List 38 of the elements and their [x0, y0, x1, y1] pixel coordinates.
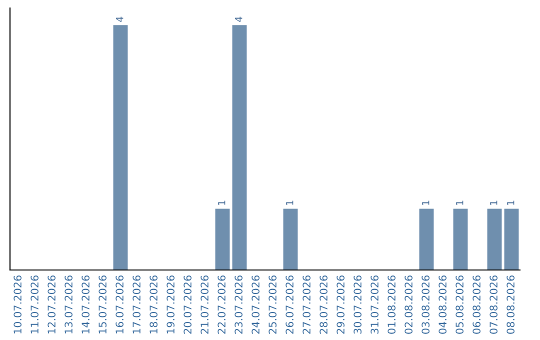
x-tick-label: 10.07.2026	[14, 276, 22, 334]
x-tick-label: 01.08.2026	[388, 276, 396, 334]
x-tick-label: 19.07.2026	[166, 276, 175, 334]
x-tick-label: 30.07.2026	[354, 276, 362, 334]
data-label: 1	[456, 200, 464, 205]
x-tick-label: 28.07.2026	[320, 276, 328, 334]
x-tick-label: 24.07.2026	[252, 276, 260, 334]
data-label: 4	[235, 16, 242, 22]
x-tick-label: 04.08.2026	[438, 276, 447, 334]
x-tick-label: 21.07.2026	[200, 276, 209, 334]
x-tick-label: 02.08.2026	[404, 276, 413, 334]
x-tick-label: 11.07.2026	[30, 276, 39, 334]
data-label: 1	[286, 200, 294, 205]
x-tick-label: 13.07.2026	[64, 276, 73, 334]
x-tick-label: 03.08.2026	[422, 276, 430, 334]
data-label: 4	[116, 16, 124, 22]
data-label: 1	[507, 200, 514, 205]
x-tick-label: 08.08.2026	[506, 276, 515, 334]
x-tick-label: 06.08.2026	[472, 276, 481, 334]
x-tick-label: 15.07.2026	[98, 276, 107, 334]
x-tick-label: 26.07.2026	[286, 276, 294, 334]
x-tick-label: 23.07.2026	[234, 276, 243, 334]
x-tick-label: 12.07.2026	[48, 276, 56, 334]
data-label: 1	[218, 200, 226, 205]
data-label: 1	[490, 200, 498, 205]
x-tick-label: 25.07.2026	[268, 276, 277, 334]
x-tick-label: 20.07.2026	[184, 276, 192, 334]
x-tick-label: 31.07.2026	[370, 276, 379, 334]
x-tick-label: 05.08.2026	[456, 276, 464, 334]
x-tick-label: 27.07.2026	[302, 276, 311, 334]
x-tick-label: 16.07.2026	[116, 276, 124, 334]
x-tick-label: 17.07.2026	[132, 276, 141, 334]
x-tick-label: 22.07.2026	[218, 276, 226, 334]
x-tick-label: 14.07.2026	[82, 276, 90, 334]
x-tick-label: 07.08.2026	[490, 276, 498, 334]
data-label: 1	[422, 200, 430, 205]
x-tick-label: 29.07.2026	[336, 276, 345, 334]
x-tick-label: 18.07.2026	[150, 276, 158, 334]
